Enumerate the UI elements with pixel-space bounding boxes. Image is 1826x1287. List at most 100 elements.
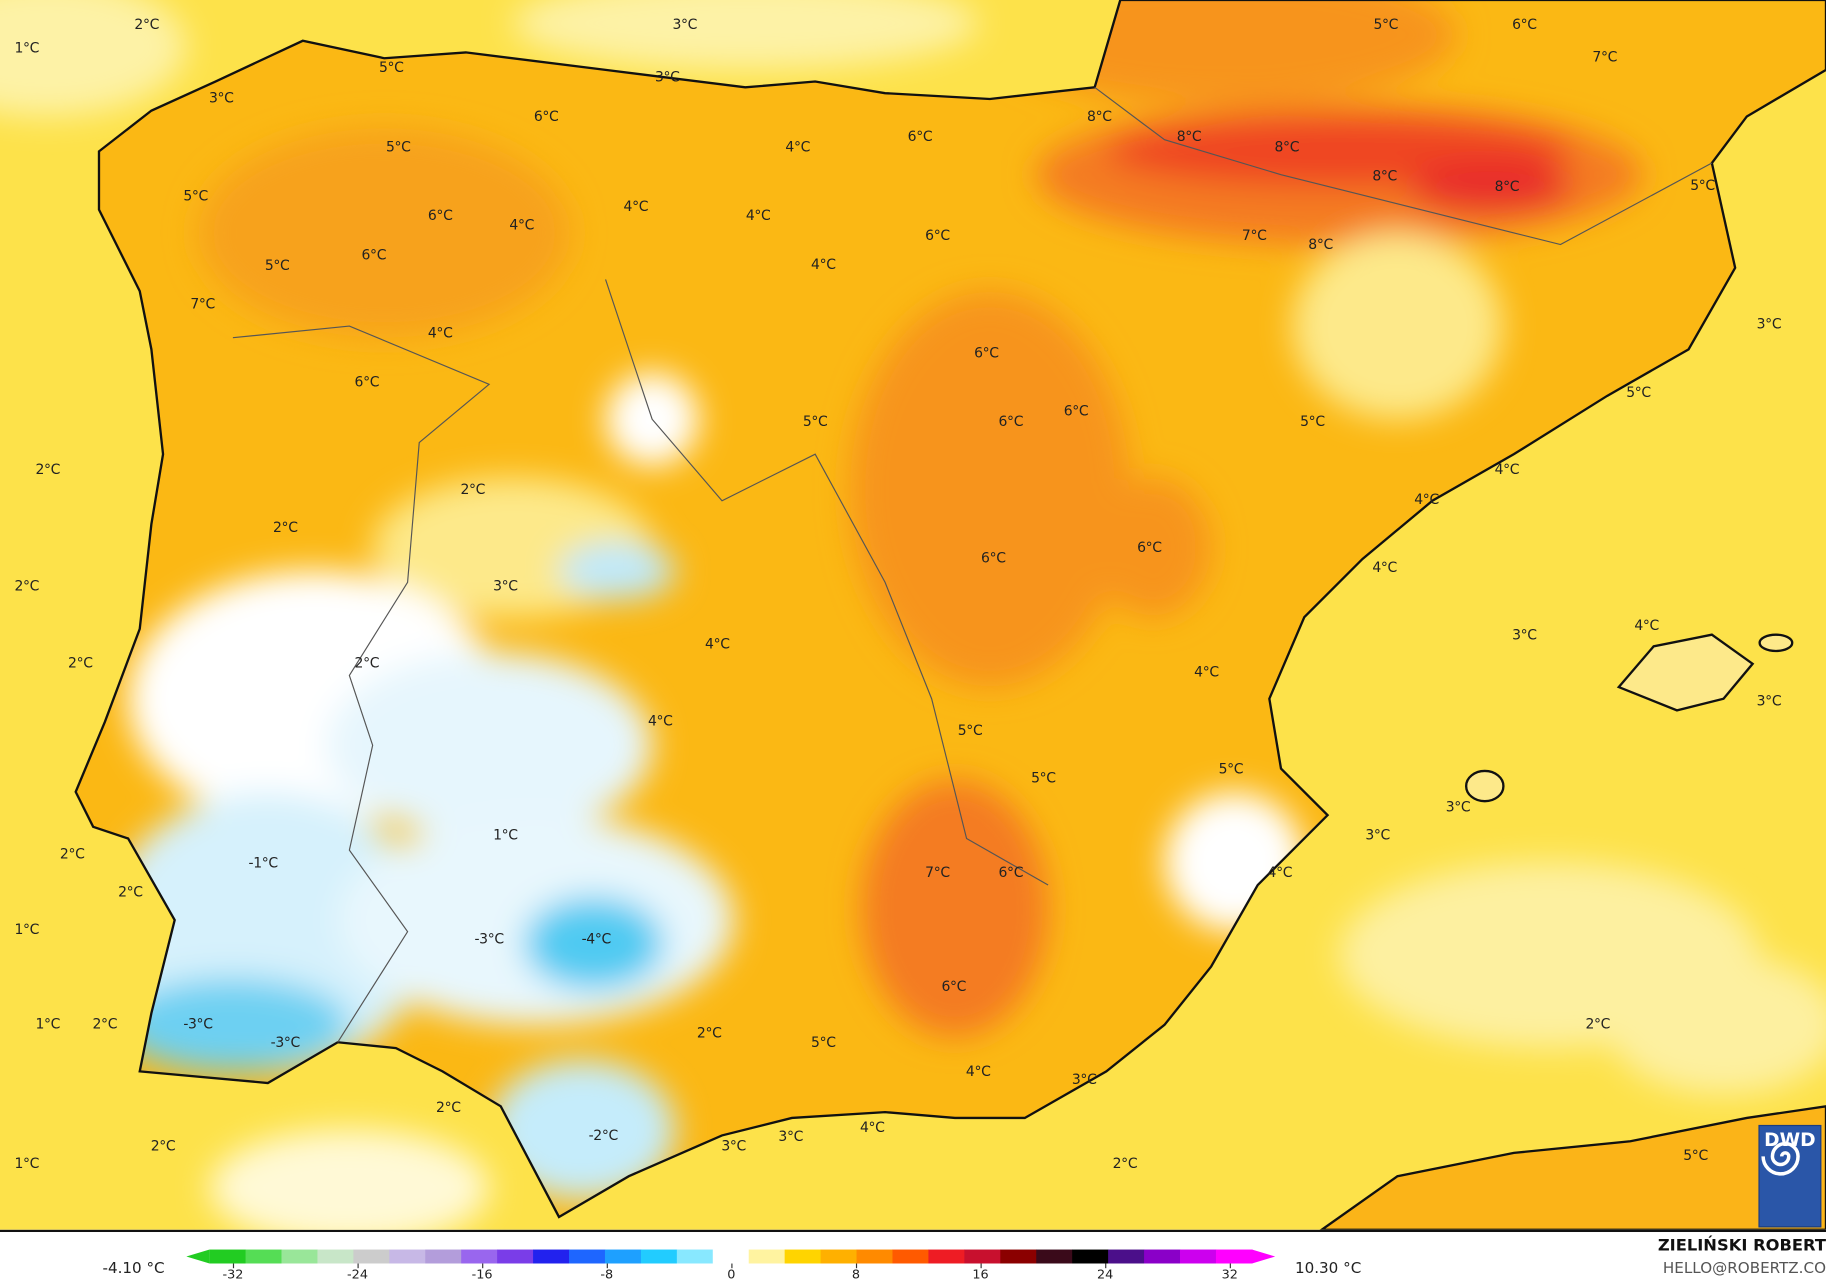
temperature-label: 3°C <box>1071 1071 1097 1088</box>
temperature-label: -1°C <box>248 854 279 872</box>
scale-color-swatch <box>497 1249 534 1264</box>
temperature-label: 2°C <box>460 480 486 498</box>
temperature-label: 3°C <box>208 89 234 106</box>
dwd-logo: DWD <box>1758 1124 1822 1228</box>
temperature-label: 8°C <box>1308 236 1333 253</box>
temperature-label: -4°C <box>581 930 612 947</box>
temperature-label: 7°C <box>925 864 950 881</box>
scale-tick-label: 24 <box>1096 1267 1114 1283</box>
temperature-label: 1°C <box>14 39 40 56</box>
scale-tick-label: 0 <box>727 1267 736 1283</box>
temperature-label: -2°C <box>588 1127 619 1144</box>
temperature-label: 4°C <box>647 712 673 730</box>
scale-color-swatch <box>784 1249 822 1264</box>
temperature-label: 2°C <box>118 883 143 901</box>
temperature-label: 4°C <box>623 197 649 215</box>
land-temperature-shading <box>104 0 1643 1200</box>
scale-tick-label: -8 <box>600 1267 614 1283</box>
scale-color-swatch <box>1215 1249 1253 1264</box>
temperature-label: 3°C <box>1445 798 1471 816</box>
max-value-label: 10.30 °C <box>1294 1260 1362 1278</box>
scale-tick-mark <box>980 1263 982 1269</box>
temperature-label: 6°C <box>998 864 1024 881</box>
temperature-map: 2°C 3°C 1°C 5°C 6°C 7°C 5°C 3°C 3°C 6°C 8°C 5°C 4°C 6… <box>0 0 1826 1233</box>
temperature-label: 5°C <box>1626 384 1651 401</box>
temperature-label: 6°C <box>941 978 967 995</box>
scale-color-swatch <box>1000 1249 1037 1264</box>
scale-color-swatch <box>245 1249 283 1264</box>
temperature-label: 2°C <box>92 1015 118 1032</box>
temperature-label: 4°C <box>705 635 730 653</box>
scale-color-swatch <box>1108 1249 1145 1264</box>
temperature-label: 2°C <box>59 845 85 862</box>
temperature-label: 4°C <box>1414 491 1439 508</box>
temperature-label: 8°C <box>1372 167 1397 184</box>
temperature-label: 6°C <box>1137 539 1162 556</box>
temperature-label: 6°C <box>974 344 999 362</box>
temperature-label: 4°C <box>965 1063 991 1080</box>
scale-color-swatch <box>281 1249 319 1264</box>
scale-tick-mark <box>232 1263 235 1269</box>
scale-color-swatch <box>389 1249 426 1264</box>
sea-temperature-shading <box>0 0 1826 1230</box>
temperature-label: 5°C <box>385 138 411 155</box>
north-africa-coast <box>1319 1105 1826 1230</box>
scale-tick-label: 16 <box>972 1267 989 1283</box>
temperature-label: 3°C <box>654 68 680 86</box>
temperature-label: 4°C <box>1494 461 1520 478</box>
temperature-label: 5°C <box>1683 1147 1708 1164</box>
temperature-label: 4°C <box>1372 558 1397 576</box>
scale-tick-mark <box>606 1263 608 1269</box>
temperature-label: 2°C <box>35 461 61 478</box>
temperature-label: 4°C <box>509 216 535 233</box>
temperature-label: 2°C <box>696 1024 722 1042</box>
scale-arrow-max <box>1251 1249 1276 1264</box>
temperature-label: 8°C <box>1494 178 1520 195</box>
scale-tick-mark <box>1105 1263 1107 1269</box>
temperature-label: 3°C <box>778 1128 804 1145</box>
temperature-label: 2°C <box>273 519 298 536</box>
temperature-label: 4°C <box>745 207 771 224</box>
temperature-label: 3°C <box>1512 626 1537 643</box>
temperature-label: 6°C <box>998 413 1024 430</box>
temperature-label: 6°C <box>981 549 1006 566</box>
temperature-label: 5°C <box>378 59 404 76</box>
temperature-label: 1°C <box>493 826 518 844</box>
scale-tick-label: -24 <box>347 1267 368 1283</box>
scale-color-swatch <box>569 1249 606 1264</box>
temperature-label: 5°C <box>957 722 983 739</box>
scale-color-swatch <box>640 1249 678 1264</box>
color-scale-legend: -4.10 °C -32 -24 -16 -8 0 8 16 24 32 10.30 °C ZI… <box>0 1232 1826 1287</box>
temperature-label: 8°C <box>1176 128 1202 145</box>
author-credit: ZIELIŃSKI ROBERT <box>1657 1236 1826 1256</box>
scale-color-swatch <box>748 1249 786 1264</box>
min-value-label: -4.10 °C <box>102 1260 165 1278</box>
scale-tick-label: 8 <box>851 1267 861 1283</box>
scale-color-swatch <box>353 1249 390 1264</box>
color-scale-bar <box>186 1249 1276 1264</box>
scale-color-swatch <box>533 1249 570 1264</box>
scale-tick-mark <box>731 1263 733 1269</box>
temperature-label: 5°C <box>264 257 290 274</box>
scale-color-swatch <box>317 1249 354 1264</box>
temperature-label: 2°C <box>1112 1155 1138 1172</box>
scale-color-swatch <box>928 1249 965 1264</box>
temperature-label: 4°C <box>1267 864 1293 881</box>
scale-color-swatch <box>1072 1249 1109 1264</box>
scale-tick-mark <box>1229 1263 1231 1269</box>
temperature-label: 4°C <box>1194 663 1219 681</box>
scale-color-swatch <box>964 1249 1001 1264</box>
scale-color-swatch <box>1180 1249 1217 1264</box>
scale-color-swatch <box>1144 1249 1181 1264</box>
temperature-label: 5°C <box>183 187 208 204</box>
scale-tick-mark <box>482 1263 484 1269</box>
temperature-label: -3°C <box>183 1015 213 1032</box>
temperature-label: 4°C <box>859 1119 885 1136</box>
temperature-label: 7°C <box>1241 227 1267 244</box>
temperature-label: 2°C <box>436 1099 461 1116</box>
map-canvas <box>0 0 1826 1230</box>
temperature-label: 4°C <box>427 324 453 342</box>
temperature-label: 8°C <box>1274 138 1300 155</box>
scale-tick-mark <box>855 1263 858 1269</box>
